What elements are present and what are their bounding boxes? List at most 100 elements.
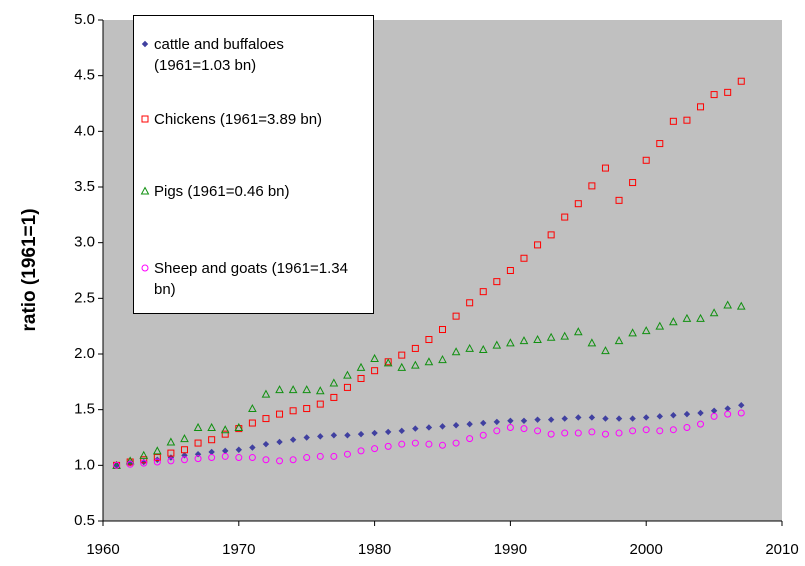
x-tick-label: 1960 [86, 541, 119, 558]
marker [343, 370, 352, 379]
marker [235, 446, 243, 453]
x-tick-label: 1970 [222, 541, 255, 558]
marker [289, 407, 297, 415]
marker [180, 434, 189, 443]
x-tick-label: 1980 [358, 541, 391, 558]
y-tick-label: 3.5 [74, 178, 95, 195]
marker [479, 431, 487, 439]
marker [141, 115, 149, 123]
marker [642, 414, 650, 421]
marker [411, 439, 419, 447]
marker [153, 458, 161, 466]
marker [249, 444, 256, 451]
marker [126, 460, 134, 468]
marker [288, 385, 298, 394]
marker [560, 331, 570, 340]
marker [507, 417, 514, 425]
marker [384, 428, 392, 436]
marker [466, 435, 474, 443]
marker [207, 422, 216, 431]
y-tick-label: 2.0 [74, 345, 95, 362]
marker [371, 445, 379, 453]
marker [289, 436, 297, 443]
marker [343, 383, 351, 391]
marker [520, 425, 528, 433]
marker [424, 357, 434, 366]
marker [139, 450, 149, 459]
marker [534, 427, 542, 435]
y-tick-label: 1.0 [74, 456, 95, 473]
marker [697, 409, 704, 417]
marker [629, 179, 637, 187]
marker [398, 427, 405, 435]
marker [588, 182, 596, 190]
marker [343, 450, 351, 458]
marker [262, 415, 270, 423]
marker [425, 424, 433, 431]
marker [573, 327, 583, 336]
y-axis-title: ratio (1961=1) [19, 208, 40, 331]
marker [451, 347, 461, 356]
x-tick-label: 2010 [765, 541, 798, 558]
marker [506, 267, 514, 274]
y-tick-label: 3.0 [74, 234, 95, 251]
marker [330, 393, 338, 401]
marker [628, 328, 637, 337]
marker [262, 456, 270, 464]
marker [153, 454, 161, 462]
marker [248, 454, 256, 462]
marker [574, 200, 582, 208]
marker [561, 429, 569, 437]
marker [669, 426, 677, 434]
marker [534, 241, 542, 249]
marker [220, 425, 230, 434]
marker [478, 344, 488, 354]
legend-item: Chickens (1961=3.89 bn) [140, 109, 355, 130]
marker [412, 425, 419, 432]
marker [276, 438, 283, 446]
marker [601, 346, 610, 355]
marker [452, 312, 460, 320]
marker [398, 440, 406, 448]
marker [533, 334, 542, 344]
legend-item: Sheep and goats (1961=1.34 bn) [140, 258, 355, 300]
marker [724, 410, 732, 418]
marker [479, 288, 487, 296]
marker [629, 427, 637, 435]
marker [737, 77, 745, 85]
marker [452, 439, 460, 447]
marker [439, 326, 446, 334]
marker [588, 414, 596, 421]
marker [697, 420, 705, 428]
y-tick-label: 2.5 [74, 289, 95, 306]
marker [697, 103, 705, 111]
marker [262, 440, 270, 448]
marker [534, 416, 541, 423]
marker [357, 374, 365, 382]
marker [547, 430, 555, 438]
marker [371, 429, 378, 437]
marker [587, 338, 597, 347]
marker [383, 358, 393, 367]
marker [642, 426, 650, 434]
marker [602, 415, 609, 422]
marker [384, 442, 392, 450]
marker [330, 452, 338, 460]
marker [466, 299, 474, 307]
marker [330, 432, 338, 439]
marker [113, 461, 121, 469]
marker [466, 420, 473, 428]
marker [276, 410, 284, 418]
marker [316, 452, 324, 460]
marker [656, 413, 663, 420]
y-tick-label: 0.5 [74, 512, 95, 529]
marker [303, 434, 310, 441]
marker [588, 428, 596, 436]
y-tick-label: 4.0 [74, 122, 95, 139]
marker [180, 446, 188, 454]
marker [629, 415, 636, 422]
legend-marker [141, 40, 149, 48]
marker [275, 385, 284, 394]
marker [669, 317, 678, 326]
